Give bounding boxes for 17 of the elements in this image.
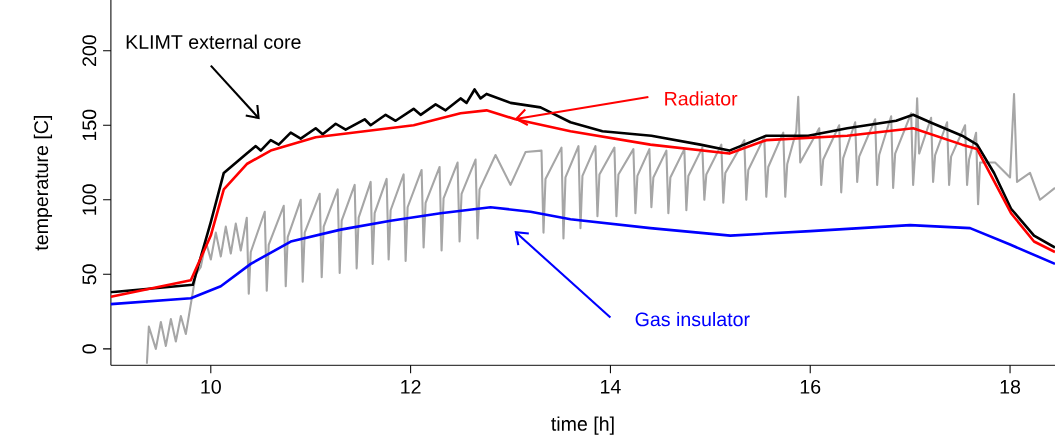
y-tick-label: 100 [82,184,97,215]
x-axis-title: time [h] [551,416,614,435]
x-tick-label: 12 [401,380,421,394]
x-tick-label: 16 [800,380,821,394]
x-tick-label: 14 [601,380,621,394]
y-tick-label: 0 [82,344,97,354]
y-axis-title: temperature [C] [33,116,53,251]
x-tick-label: 10 [201,380,221,394]
text: KLIMT external core [126,34,301,50]
y-tick-label: 200 [82,35,97,67]
y-tick-label: 50 [82,264,97,285]
text: Radiator [665,91,738,106]
y-tick-label: 150 [82,109,97,141]
line-series [109,206,1055,306]
text: Gas insulator [635,312,750,327]
line-series [145,93,1055,366]
x-tick-label: 18 [1000,380,1021,394]
